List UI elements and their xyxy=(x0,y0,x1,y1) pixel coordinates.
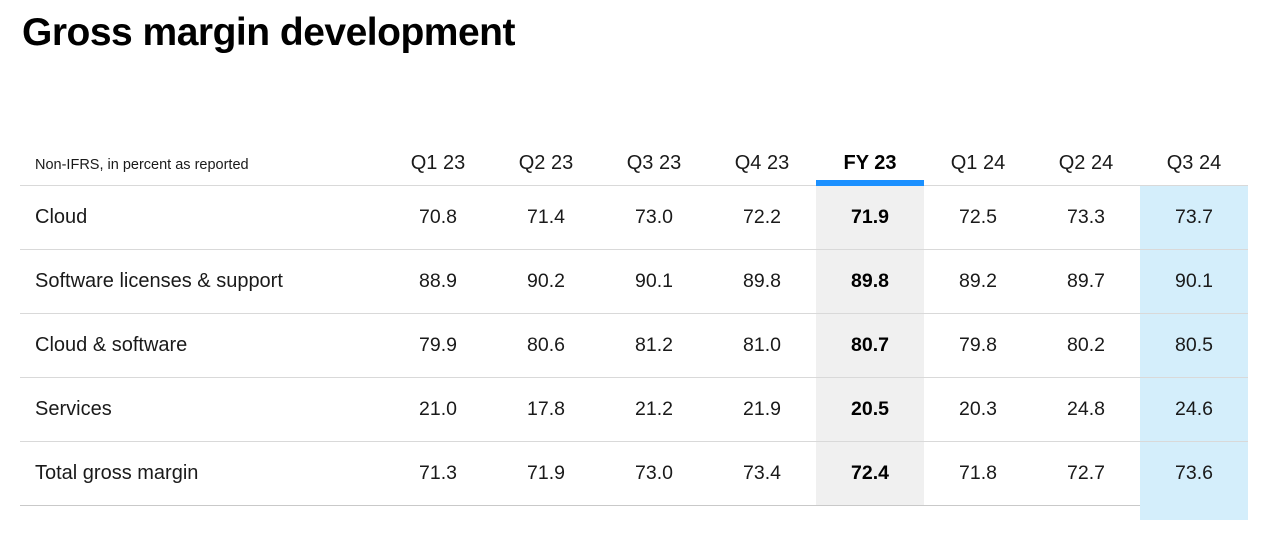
cell-value: 80.5 xyxy=(1140,314,1248,378)
cell-value: 80.2 xyxy=(1032,314,1140,378)
table-note: Non-IFRS, in percent as reported xyxy=(20,140,384,186)
cell-value: 80.7 xyxy=(816,314,924,378)
cell-value: 72.5 xyxy=(924,186,1032,250)
cell-value: 80.6 xyxy=(492,314,600,378)
slide: { "page": { "title": "Gross margin devel… xyxy=(0,8,1276,541)
cell-value: 71.3 xyxy=(384,442,492,506)
cell-value: 89.8 xyxy=(708,250,816,314)
row-label: Software licenses & support xyxy=(20,250,384,314)
table-row: Software licenses & support 88.9 90.2 90.1 8… xyxy=(20,250,1248,314)
cell-value: 73.7 xyxy=(1140,186,1248,250)
cell-value: 17.8 xyxy=(492,378,600,442)
column-header-q3-23: Q3 23 xyxy=(600,140,708,186)
cell-value: 89.7 xyxy=(1032,250,1140,314)
cell-value: 21.2 xyxy=(600,378,708,442)
cell-value: 90.1 xyxy=(1140,250,1248,314)
cell-value: 72.2 xyxy=(708,186,816,250)
cell-value: 21.0 xyxy=(384,378,492,442)
cell-value: 73.4 xyxy=(708,442,816,506)
table-row: Total gross margin 71.3 71.9 73.0 73.4 72.4 71… xyxy=(20,442,1248,520)
cell-value: 20.3 xyxy=(924,378,1032,442)
column-header-q3-24: Q3 24 xyxy=(1140,140,1248,186)
row-label: Cloud xyxy=(20,186,384,250)
gross-margin-table: Non-IFRS, in percent as reported Q1 23 Q2… xyxy=(20,140,1248,520)
cell-value: 71.9 xyxy=(816,186,924,250)
cell-value: 71.8 xyxy=(924,442,1032,506)
column-header-q2-24: Q2 24 xyxy=(1032,140,1140,186)
row-label: Total gross margin xyxy=(20,442,384,506)
cell-value: 81.2 xyxy=(600,314,708,378)
cell-value: 24.8 xyxy=(1032,378,1140,442)
table-row: Services 21.0 17.8 21.2 21.9 20.5 20.3 24.8 24.6 xyxy=(20,378,1248,442)
cell-value: 73.6 xyxy=(1140,442,1248,520)
cell-value: 71.4 xyxy=(492,186,600,250)
table-row: Cloud 70.8 71.4 73.0 72.2 71.9 72.5 73.3 73.7 xyxy=(20,186,1248,250)
cell-value: 90.1 xyxy=(600,250,708,314)
cell-value: 73.0 xyxy=(600,186,708,250)
cell-value: 90.2 xyxy=(492,250,600,314)
cell-value: 81.0 xyxy=(708,314,816,378)
cell-value: 21.9 xyxy=(708,378,816,442)
column-header-q1-24: Q1 24 xyxy=(924,140,1032,186)
cell-value: 72.4 xyxy=(816,442,924,506)
row-label: Services xyxy=(20,378,384,442)
cell-value: 79.9 xyxy=(384,314,492,378)
gross-margin-table-container: Non-IFRS, in percent as reported Q1 23 Q2… xyxy=(20,140,1248,520)
table-row: Cloud & software 79.9 80.6 81.2 81.0 80.7 79.8… xyxy=(20,314,1248,378)
cell-value: 71.9 xyxy=(492,442,600,506)
column-header-q2-23: Q2 23 xyxy=(492,140,600,186)
cell-value: 73.3 xyxy=(1032,186,1140,250)
column-header-q4-23: Q4 23 xyxy=(708,140,816,186)
cell-value: 79.8 xyxy=(924,314,1032,378)
page-title: Gross margin development xyxy=(22,11,515,54)
cell-value: 89.8 xyxy=(816,250,924,314)
column-header-fy-23: FY 23 xyxy=(816,140,924,186)
table-header-row: Non-IFRS, in percent as reported Q1 23 Q2… xyxy=(20,140,1248,186)
column-header-q1-23: Q1 23 xyxy=(384,140,492,186)
cell-value: 70.8 xyxy=(384,186,492,250)
cell-value: 89.2 xyxy=(924,250,1032,314)
cell-value: 73.0 xyxy=(600,442,708,506)
cell-value: 20.5 xyxy=(816,378,924,442)
cell-value: 24.6 xyxy=(1140,378,1248,442)
cell-value: 88.9 xyxy=(384,250,492,314)
cell-value: 72.7 xyxy=(1032,442,1140,506)
row-label: Cloud & software xyxy=(20,314,384,378)
table-body: Cloud 70.8 71.4 73.0 72.2 71.9 72.5 73.3 73.7 Sof… xyxy=(20,186,1248,520)
